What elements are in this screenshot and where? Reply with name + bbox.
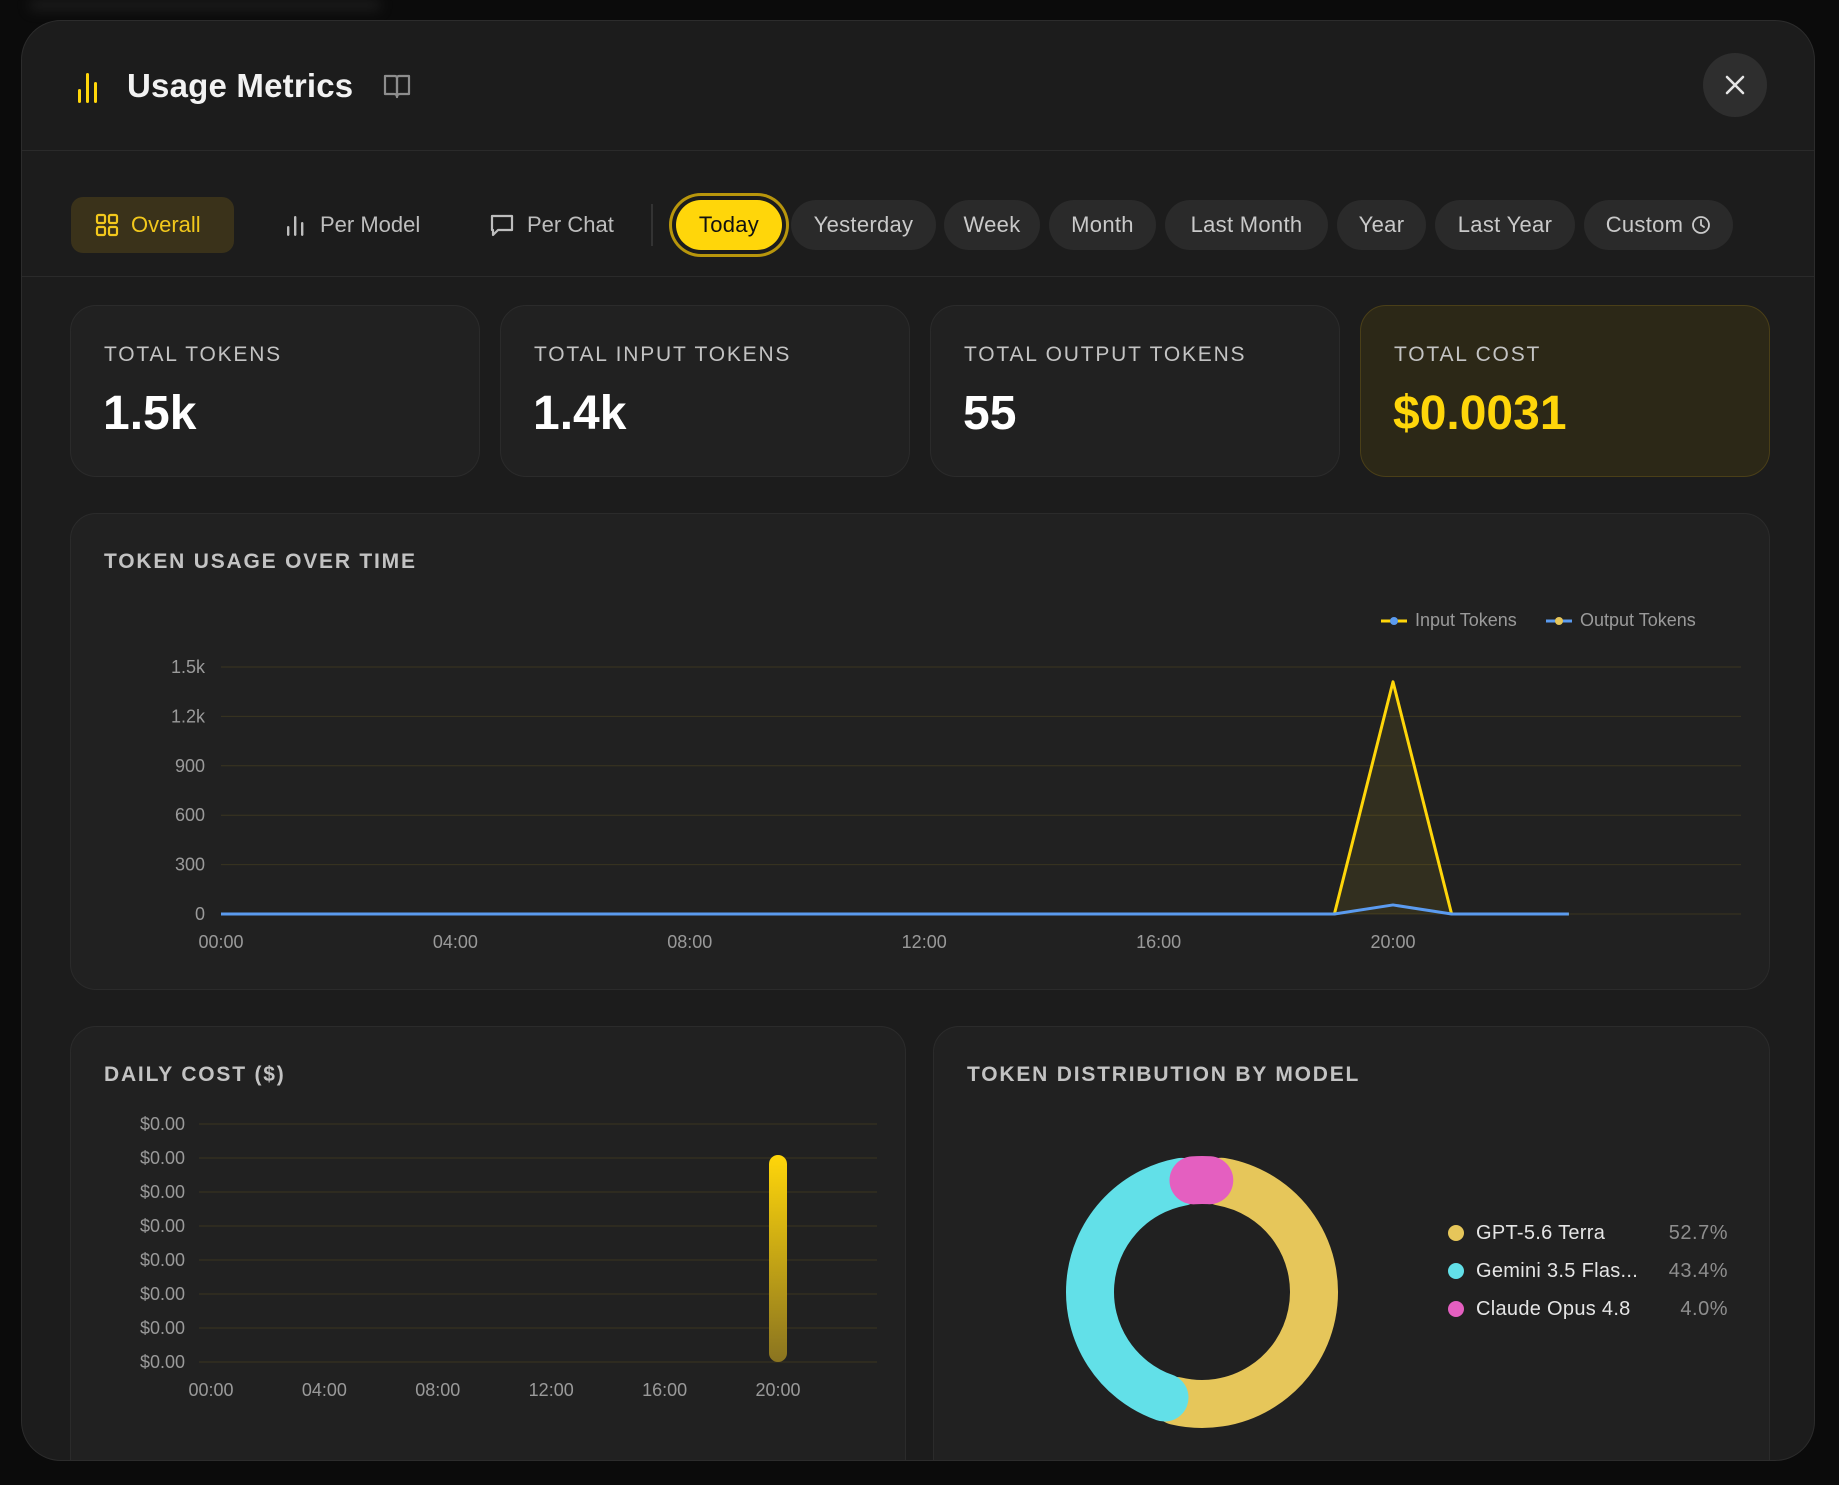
y-tick-label: $0.00 — [140, 1250, 185, 1270]
period-last-month[interactable]: Last Month — [1165, 200, 1328, 250]
x-tick-label: 20:00 — [755, 1380, 800, 1400]
legend-line-swatch — [1546, 616, 1572, 625]
x-tick-label: 04:00 — [302, 1380, 347, 1400]
period-week[interactable]: Week — [944, 200, 1040, 250]
y-tick-label: $0.00 — [140, 1148, 185, 1168]
tab-per-chat[interactable]: Per Chat — [465, 197, 638, 253]
usage-metrics-modal: Usage Metrics Overall — [21, 20, 1815, 1461]
x-tick-label: 16:00 — [1136, 932, 1181, 952]
output-tokens-line — [221, 903, 1569, 916]
input-tokens-area — [221, 681, 1569, 914]
legend-item-claude[interactable]: Claude Opus 4.8 4.0% — [1448, 1294, 1728, 1324]
x-tick-label: 12:00 — [529, 1380, 574, 1400]
daily-cost-bar-chart: $0.00 $0.00 $0.00 $0.00 $0.00 $0.00 $0.00 $0.00… — [140, 1114, 877, 1400]
y-tick-label: 0 — [195, 904, 205, 924]
grid-icon — [95, 213, 119, 237]
x-tick-label: 16:00 — [642, 1380, 687, 1400]
modal-title: Usage Metrics — [127, 67, 354, 104]
y-tick-label: 600 — [175, 805, 205, 825]
stat-label: TOTAL OUTPUT TOKENS — [964, 343, 1247, 366]
filter-toolbar: Overall Per Model Per Chat Today Yesterd… — [22, 151, 1814, 277]
period-year[interactable]: Year — [1337, 200, 1426, 250]
donut-slice-0 — [1152, 1157, 1338, 1428]
period-custom[interactable]: Custom — [1584, 200, 1733, 250]
legend-model-name: Gemini 3.5 Flas... — [1476, 1259, 1639, 1282]
y-tick-label: 300 — [175, 855, 205, 875]
y-tick-label: $0.00 — [140, 1284, 185, 1304]
tab-overall[interactable]: Overall — [71, 197, 234, 253]
bar-chart-icon — [78, 73, 97, 103]
stat-value: 55 — [963, 387, 1017, 440]
x-tick-label: 08:00 — [667, 932, 712, 952]
token-distribution-donut — [1066, 1156, 1338, 1428]
bar-chart-icon — [287, 216, 304, 236]
stat-card-total-cost: TOTAL COST $0.0031 — [1360, 305, 1770, 477]
legend-percent: 43.4% — [1668, 1259, 1728, 1282]
period-custom-label: Custom — [1605, 212, 1684, 237]
legend-model-name: Claude Opus 4.8 — [1476, 1297, 1631, 1320]
y-tick-label: $0.00 — [140, 1182, 185, 1202]
tab-label: Per Chat — [527, 212, 614, 237]
legend-output-tokens[interactable]: Output Tokens — [1546, 610, 1696, 631]
x-tick-label: 00:00 — [188, 1380, 233, 1400]
period-month[interactable]: Month — [1049, 200, 1156, 250]
modal-header: Usage Metrics — [22, 21, 1814, 151]
token-usage-chart-card: TOKEN USAGE OVER TIME Input Tokens Outpu… — [70, 513, 1770, 990]
chart-title: DAILY COST ($) — [104, 1063, 286, 1086]
close-icon — [1725, 75, 1745, 95]
period-today[interactable]: Today — [676, 200, 782, 250]
legend-model-name: GPT-5.6 Terra — [1476, 1221, 1606, 1244]
y-tick-label: $0.00 — [140, 1318, 185, 1338]
legend-item-gpt[interactable]: GPT-5.6 Terra 52.7% — [1448, 1218, 1728, 1248]
y-tick-label: $0.00 — [140, 1216, 185, 1236]
x-tick-label: 20:00 — [1370, 932, 1415, 952]
legend-dot — [1448, 1225, 1464, 1241]
chart-title: TOKEN USAGE OVER TIME — [104, 550, 417, 573]
stat-card-input-tokens: TOTAL INPUT TOKENS 1.4k — [500, 305, 910, 477]
legend-percent: 4.0% — [1680, 1297, 1728, 1320]
chart-title: TOKEN DISTRIBUTION BY MODEL — [967, 1063, 1361, 1086]
stat-card-output-tokens: TOTAL OUTPUT TOKENS 55 — [930, 305, 1340, 477]
x-tick-label: 04:00 — [433, 932, 478, 952]
daily-cost-chart-card: DAILY COST ($) $0.00 $0.00 $0.00 $0.00 $0.00… — [70, 1026, 906, 1460]
legend-input-tokens[interactable]: Input Tokens — [1381, 610, 1517, 631]
x-tick-label: 08:00 — [415, 1380, 460, 1400]
x-tick-label: 12:00 — [902, 932, 947, 952]
toolbar-divider — [651, 204, 653, 246]
tab-per-model[interactable]: Per Model — [260, 197, 444, 253]
x-tick-label: 00:00 — [198, 932, 243, 952]
tab-label: Per Model — [320, 212, 421, 237]
y-tick-label: $0.00 — [140, 1114, 185, 1134]
legend-label: Output Tokens — [1580, 610, 1696, 630]
cost-bar — [769, 1155, 787, 1362]
legend-dot — [1448, 1263, 1464, 1279]
y-tick-label: $0.00 — [140, 1352, 185, 1372]
y-tick-label: 1.5k — [171, 657, 206, 677]
stat-label: TOTAL INPUT TOKENS — [534, 343, 792, 366]
chat-bubble-icon — [490, 214, 514, 237]
y-tick-label: 1.2k — [171, 706, 206, 726]
tab-label: Overall — [131, 212, 201, 237]
close-button[interactable] — [1703, 53, 1767, 117]
stat-card-total-tokens: TOTAL TOKENS 1.5k — [70, 305, 480, 477]
book-icon[interactable] — [382, 71, 412, 101]
period-last-year[interactable]: Last Year — [1435, 200, 1575, 250]
legend-dot — [1448, 1301, 1464, 1317]
stat-value: 1.4k — [533, 387, 627, 440]
token-distribution-card: TOKEN DISTRIBUTION BY MODEL GPT-5.6 Terr… — [933, 1026, 1770, 1460]
donut-slice-1 — [1066, 1157, 1206, 1422]
stat-value: $0.0031 — [1393, 387, 1567, 440]
legend-line-swatch — [1381, 616, 1407, 625]
y-tick-label: 900 — [175, 756, 205, 776]
stat-label: TOTAL TOKENS — [104, 343, 282, 366]
stat-value: 1.5k — [103, 387, 197, 440]
token-usage-line-chart: 0 300 600 900 1.2k 1.5k 00:00 04:00 08:00 12:00 16… — [171, 657, 1741, 952]
legend-label: Input Tokens — [1415, 610, 1517, 630]
legend-percent: 52.7% — [1668, 1221, 1728, 1244]
period-yesterday[interactable]: Yesterday — [791, 200, 936, 250]
stat-label: TOTAL COST — [1394, 343, 1542, 366]
clock-icon — [1692, 216, 1711, 234]
legend-item-gemini[interactable]: Gemini 3.5 Flas... 43.4% — [1448, 1256, 1728, 1286]
